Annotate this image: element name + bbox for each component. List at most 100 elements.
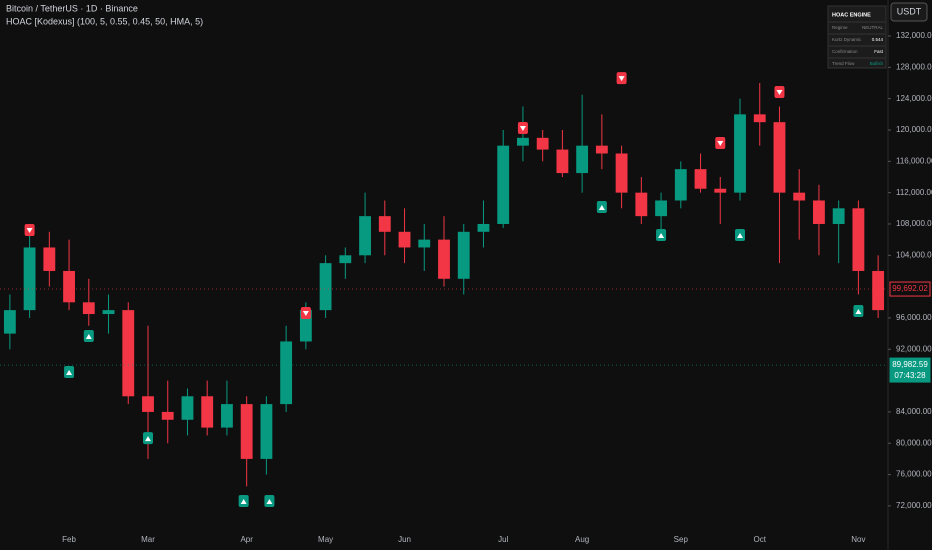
candle-body	[793, 192, 806, 201]
panel-value: 0.544	[872, 37, 884, 42]
candle-body	[635, 192, 648, 217]
indicator-label: HOAC [Kodexus] (100, 5, 0.55, 0.45, 50, …	[6, 16, 203, 26]
candle-body	[142, 396, 154, 412]
price-tag-label: 89,982.59	[892, 360, 928, 369]
candle-body	[319, 263, 332, 311]
panel-title: HOAC ENGINE	[832, 12, 871, 18]
candle-body	[517, 137, 529, 146]
candle-body	[832, 208, 845, 224]
candle-body	[714, 188, 727, 193]
y-tick-label: 120,000.00	[896, 125, 932, 134]
x-tick-label: May	[318, 535, 333, 544]
panel-key: Regime	[832, 25, 848, 30]
candle-body	[260, 404, 273, 459]
y-tick-label: 112,000.00	[896, 188, 932, 197]
candle-body	[240, 404, 253, 459]
candle-body	[82, 302, 95, 315]
currency-button[interactable]	[890, 2, 928, 22]
x-tick-label: Apr	[240, 535, 253, 544]
panel-key: Kurtz Dynamic	[832, 37, 862, 42]
candle-body	[694, 169, 707, 189]
candle-body	[753, 114, 766, 123]
candle-body	[339, 255, 352, 264]
sell-arrow	[776, 90, 783, 96]
candle-body	[23, 247, 36, 311]
y-tick-label: 116,000.00	[896, 156, 932, 165]
panel-key: Confirmation	[832, 49, 858, 54]
candle-body	[556, 149, 569, 174]
candle-body	[497, 145, 510, 224]
candle-body	[122, 310, 135, 397]
y-tick-label: 72,000.00	[896, 501, 932, 510]
candle-body	[852, 208, 865, 271]
panel-value: Fast	[874, 49, 884, 54]
y-tick-label: 108,000.00	[896, 219, 932, 228]
x-tick-label: Jun	[398, 535, 411, 544]
candle-body	[418, 239, 431, 248]
buy-arrow	[855, 308, 862, 314]
y-tick-label: 104,000.00	[896, 250, 932, 259]
candle-body	[813, 200, 825, 224]
candle-body	[734, 114, 746, 193]
panel-value: NEUTRAL	[862, 25, 884, 30]
buy-arrow	[598, 205, 605, 211]
currency-label: USDT	[897, 6, 922, 16]
candle-body	[457, 231, 470, 279]
candle-body	[615, 153, 628, 193]
candle-body	[102, 310, 115, 315]
y-tick-label: 132,000.00	[896, 31, 932, 40]
candle-body	[438, 239, 450, 279]
candle-body	[595, 145, 608, 154]
buy-arrow	[145, 436, 151, 442]
price-tag	[889, 281, 931, 297]
x-tick-label: Oct	[754, 535, 767, 544]
y-tick-label: 124,000.00	[896, 94, 932, 103]
y-tick-label: 76,000.00	[896, 470, 932, 479]
x-tick-label: Jul	[498, 535, 508, 544]
chart-title: Bitcoin / TetherUS · 1D · Binance	[6, 3, 138, 13]
candle-body	[872, 270, 885, 311]
candle-body	[359, 216, 371, 256]
buy-arrow	[658, 233, 665, 239]
price-tag	[889, 357, 931, 383]
panel-key: Trend Flow	[832, 61, 855, 66]
candle-body	[3, 310, 16, 334]
candle-body	[674, 169, 687, 201]
x-tick-label: Feb	[62, 535, 76, 544]
sell-arrow	[302, 311, 309, 317]
y-tick-label: 84,000.00	[896, 407, 932, 416]
candle-body	[43, 247, 56, 271]
buy-arrow	[240, 499, 247, 505]
y-tick-label: 92,000.00	[896, 344, 932, 353]
candle-body	[181, 396, 194, 420]
buy-arrow	[266, 499, 273, 505]
y-tick-label: 96,000.00	[896, 313, 932, 322]
sell-arrow	[26, 228, 33, 234]
candle-body	[576, 145, 589, 174]
sell-arrow	[618, 76, 625, 82]
sell-arrow	[519, 126, 526, 132]
candle-body	[378, 216, 391, 232]
buy-arrow	[737, 233, 743, 239]
x-tick-label: Aug	[575, 535, 589, 544]
candle-body	[536, 137, 549, 150]
candle-body	[201, 396, 214, 428]
y-tick-label: 80,000.00	[896, 438, 932, 447]
candle-body	[655, 200, 667, 217]
sell-arrow	[717, 141, 724, 146]
countdown: 07:43:28	[894, 371, 926, 380]
x-tick-label: Mar	[141, 535, 155, 544]
candle-body	[280, 341, 293, 405]
candle-body	[299, 310, 312, 342]
x-tick-label: Nov	[851, 535, 865, 544]
candle-body	[63, 270, 75, 303]
candle-body	[773, 122, 786, 193]
candle-body	[398, 231, 411, 248]
price-tag-label: 99,692.02	[892, 284, 928, 293]
buy-arrow	[85, 334, 92, 340]
y-tick-label: 128,000.00	[896, 62, 932, 71]
candle-body	[477, 223, 490, 232]
x-tick-label: Sep	[674, 535, 689, 544]
